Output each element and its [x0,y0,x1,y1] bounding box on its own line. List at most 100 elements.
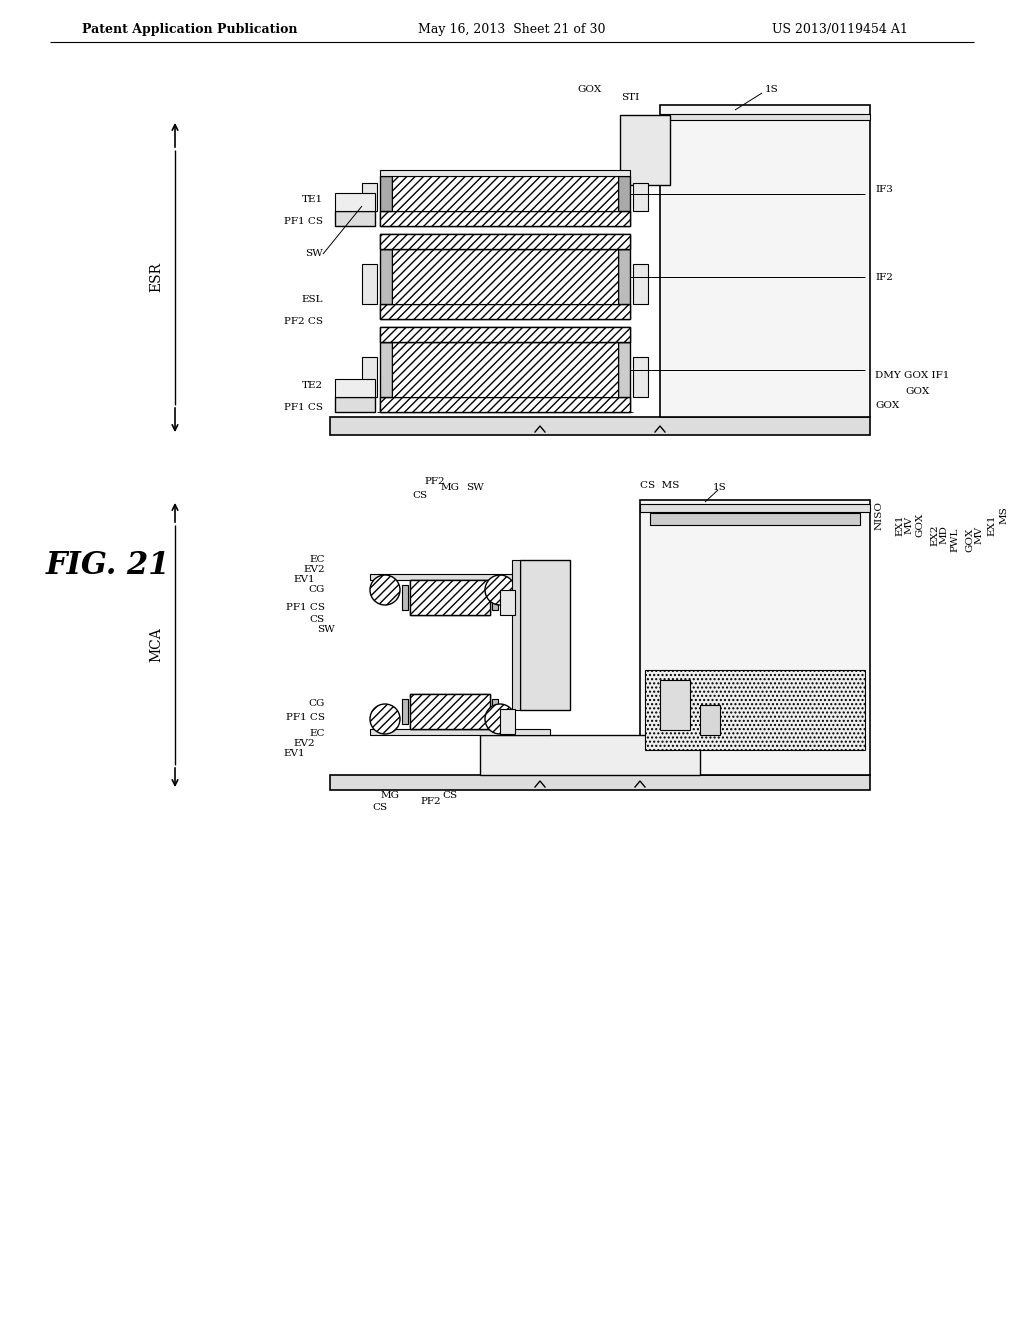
Bar [380,327,630,342]
Bar [380,211,630,226]
Text: CS: CS [373,804,387,813]
Bar [660,680,690,730]
Circle shape [370,704,400,734]
Bar [335,193,375,211]
Text: TE2: TE2 [302,380,323,389]
Text: SW: SW [305,249,323,259]
Text: GOX: GOX [905,388,929,396]
Text: IF3: IF3 [874,185,893,194]
Text: MG: MG [381,791,400,800]
Bar [640,500,870,775]
Bar [645,671,865,750]
Text: GOX: GOX [874,400,899,409]
Text: EX2: EX2 [930,524,939,545]
Text: TE1: TE1 [302,194,323,203]
Bar [380,397,630,412]
Bar [410,694,490,729]
Text: EV2: EV2 [293,739,315,748]
Bar [335,397,375,412]
Circle shape [370,576,400,605]
Text: MV: MV [975,525,984,544]
Bar [618,249,630,304]
Bar [362,264,377,304]
Text: PF2: PF2 [425,478,445,487]
Bar [380,342,392,397]
Text: PF2 CS: PF2 CS [284,317,323,326]
Bar [380,327,630,342]
Text: IF2: IF2 [874,272,893,281]
Bar [402,700,408,723]
Bar [620,115,670,185]
Text: EX1: EX1 [987,515,996,536]
Bar [633,183,648,211]
Text: DMY GOX IF1: DMY GOX IF1 [874,371,949,380]
Text: Patent Application Publication: Patent Application Publication [82,24,298,37]
Text: PF2: PF2 [420,797,440,807]
Text: GOX: GOX [965,528,974,552]
Bar [380,170,630,176]
Bar [633,264,648,304]
Bar [410,579,490,615]
Text: 1S: 1S [765,86,778,95]
Text: MS: MS [1000,506,1009,524]
Bar [380,234,630,249]
Text: STI: STI [621,92,639,102]
Text: MCA: MCA [150,627,163,663]
Bar [392,342,618,397]
Text: CS  MS: CS MS [640,480,680,490]
Bar [330,417,870,436]
Text: EX1: EX1 [895,515,904,536]
Text: CS: CS [413,491,428,499]
Text: PWL: PWL [950,528,959,552]
Text: GOX: GOX [578,86,602,95]
Bar [380,304,630,319]
Text: MV: MV [905,516,914,535]
Text: CS: CS [442,791,458,800]
Bar [410,579,490,615]
Text: GOX: GOX [915,513,924,537]
Bar [335,379,375,397]
Bar [480,735,700,775]
Bar [410,694,490,729]
Bar [492,700,498,723]
Text: PF1 CS: PF1 CS [284,403,323,412]
Bar [380,211,630,226]
Text: MD: MD [940,525,949,544]
Bar [370,729,550,735]
Text: EC: EC [309,556,325,565]
Text: FIG. 21: FIG. 21 [46,549,170,581]
Bar [380,249,392,304]
Bar [700,705,720,735]
Text: EV1: EV1 [284,750,305,759]
Text: ESR: ESR [150,263,163,293]
Bar [370,574,550,579]
Bar [492,585,498,610]
Bar [512,560,520,710]
Text: NISO: NISO [874,500,884,529]
Circle shape [485,704,515,734]
Bar [660,106,870,417]
Text: EC: EC [309,730,325,738]
Bar [633,356,648,397]
Circle shape [485,576,515,605]
Text: PF1 CS: PF1 CS [286,602,325,611]
Text: SW: SW [317,626,335,635]
Bar [362,356,377,397]
Text: SW: SW [466,483,484,492]
Bar [640,504,870,512]
Text: May 16, 2013  Sheet 21 of 30: May 16, 2013 Sheet 21 of 30 [418,24,606,37]
Text: CG: CG [308,700,325,709]
Text: US 2013/0119454 A1: US 2013/0119454 A1 [772,24,908,37]
Bar [618,342,630,397]
Bar [500,709,515,734]
Bar [380,176,392,211]
Bar [335,211,375,226]
Text: EV1: EV1 [293,576,315,585]
Bar [520,560,570,710]
Bar [660,114,870,120]
Bar [380,397,630,412]
Bar [618,176,630,211]
Text: PF1 CS: PF1 CS [286,713,325,722]
Bar [500,590,515,615]
Bar [362,183,377,211]
